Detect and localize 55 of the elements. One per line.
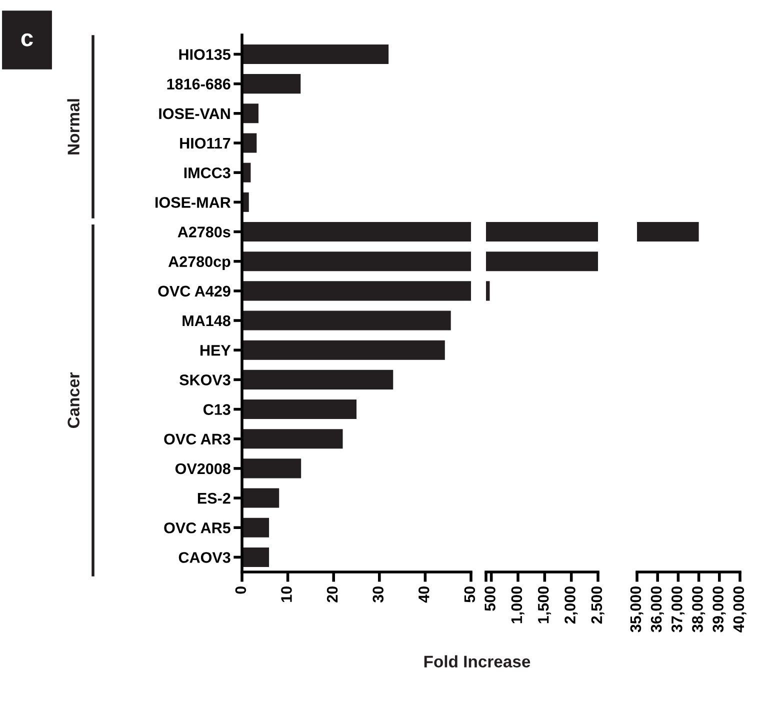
x-tick-label: 50: [464, 586, 476, 602]
bar: [242, 133, 257, 153]
y-tick-label: C13: [203, 404, 230, 415]
x-tick-label: 40: [418, 586, 430, 603]
y-tick-label: HIO135: [179, 49, 230, 60]
y-tick-label: 1816-686: [167, 78, 230, 90]
y-tick-label: OVC AR5: [164, 522, 230, 534]
x-axis-title: Fold Increase: [424, 655, 530, 668]
x-tick-label: 30: [372, 586, 384, 603]
text: c: [21, 33, 33, 46]
bar: [242, 518, 270, 538]
bar: [242, 44, 389, 64]
y-tick-label: OVC AR3: [164, 434, 230, 445]
y-tick-label: CAOV3: [178, 552, 230, 563]
y-tick-label: HEY: [200, 345, 231, 356]
x-tick-label: 35,000: [630, 586, 644, 632]
bar: [242, 458, 302, 478]
y-tick-label: SKOV3: [180, 374, 230, 386]
bar: [242, 74, 301, 94]
bar: [242, 488, 280, 508]
bar: [242, 104, 258, 124]
bar: [242, 222, 471, 242]
y-tick-label: ES-2: [198, 492, 230, 504]
y-tick-label: OV2008: [175, 463, 230, 474]
bar: [242, 252, 471, 272]
bar: [242, 370, 394, 390]
bar: [242, 547, 270, 567]
text: Cancer: [68, 372, 80, 428]
bar: [242, 310, 451, 330]
x-tick-label: 500: [484, 586, 496, 611]
y-tick-label: IOSE-VAN: [159, 108, 230, 120]
x-tick-label: 39,000: [712, 586, 726, 632]
bar: [242, 400, 356, 420]
x-tick-label: 2,500: [591, 586, 604, 624]
x-tick-label: 10: [281, 586, 292, 602]
y-tick-label: A2780cp: [168, 256, 230, 270]
x-tick-label: 1,500: [538, 586, 551, 624]
y-tick-label: IOSE-MAR: [156, 197, 231, 208]
y-tick-label: OVC A429: [158, 286, 230, 297]
x-tick-label: 40,000: [733, 586, 746, 632]
x-tick-label: 37,000: [671, 586, 685, 632]
y-tick-label: A2780s: [178, 226, 230, 238]
bar: [242, 340, 445, 360]
x-tick-label: 2,000: [564, 586, 578, 624]
bar: [242, 429, 343, 449]
bar: [242, 281, 471, 301]
y-tick-label: MA148: [182, 315, 230, 326]
text: Normal: [67, 99, 80, 154]
x-tick-label: 0: [235, 586, 246, 594]
x-tick-label: 38,000: [692, 586, 706, 632]
y-tick-label: IMCC3: [184, 167, 230, 178]
x-tick-label: 1,000: [511, 586, 524, 624]
x-tick-label: 36,000: [650, 586, 664, 632]
x-tick-label: 20: [326, 586, 338, 602]
y-tick-label: HIO117: [180, 138, 230, 149]
